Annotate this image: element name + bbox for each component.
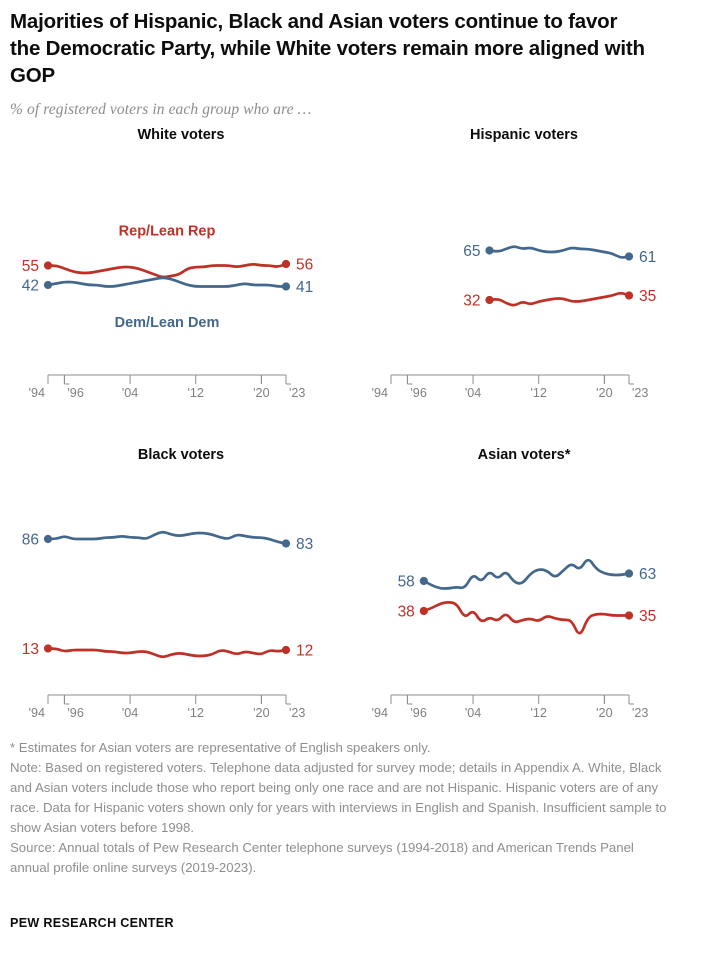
axis-tick-label: '96 bbox=[410, 386, 426, 400]
series-endpoint-dot bbox=[419, 577, 428, 586]
panel-asian-voters: Asian voters* '94 '96 '04 '12 '20 '23 58 63 38 35 bbox=[353, 445, 695, 745]
series-endpoint-dot bbox=[43, 535, 53, 544]
axis-tick-label: '94 bbox=[29, 706, 45, 720]
series-start-value-label: 86 bbox=[22, 532, 39, 549]
panel-black-voters: Black voters '94 '96 '04 '12 '20 '23 86 83 13 12 bbox=[10, 445, 352, 745]
series-line bbox=[422, 601, 631, 635]
axis-tick-label: '20 bbox=[596, 706, 612, 720]
axis-tick-label: '12 bbox=[188, 706, 204, 720]
series-start-value-label: 55 bbox=[22, 258, 39, 275]
series-line bbox=[46, 262, 288, 279]
axis-tick-label: '94 bbox=[29, 386, 45, 400]
series-end-value-label: 63 bbox=[639, 566, 656, 583]
legend-label-rep: Rep/Lean Rep bbox=[119, 224, 216, 240]
axis-tick-label: '20 bbox=[253, 386, 269, 400]
notes-block: * Estimates for Asian voters are represe… bbox=[10, 738, 670, 878]
series-start-value-label: 42 bbox=[22, 278, 39, 295]
series-endpoint-dot bbox=[624, 291, 634, 300]
series-endpoint-dot bbox=[624, 252, 634, 261]
series-line bbox=[488, 292, 631, 307]
axis-tick-label: '96 bbox=[67, 706, 83, 720]
series-end-value-label: 35 bbox=[639, 608, 656, 625]
series-endpoint-dot bbox=[43, 644, 53, 653]
axis-tick-label: '12 bbox=[531, 386, 547, 400]
series-start-value-label: 13 bbox=[22, 641, 39, 658]
panel-hispanic-voters: Hispanic voters '94 '96 '04 '12 '20 '23 65 61 32… bbox=[353, 125, 695, 425]
series-end-value-label: 41 bbox=[296, 279, 313, 296]
series-endpoint-dot bbox=[485, 296, 494, 305]
chart-grid: White voters '94 '96 '04 '12 '20 '23 55 56 42 41 R… bbox=[10, 125, 695, 725]
series-end-value-label: 83 bbox=[296, 536, 313, 553]
axis-tick-label: '20 bbox=[253, 706, 269, 720]
axis-tick-label: '94 bbox=[372, 386, 388, 400]
series-endpoint-dot bbox=[43, 261, 53, 270]
series-start-value-label: 38 bbox=[398, 604, 415, 621]
legend-label-dem: Dem/Lean Dem bbox=[115, 315, 220, 331]
panel-title-hispanic-voters: Hispanic voters bbox=[470, 127, 578, 144]
axis-tick-label: '96 bbox=[410, 706, 426, 720]
series-endpoint-dot bbox=[624, 611, 634, 620]
panel-white-voters: White voters '94 '96 '04 '12 '20 '23 55 56 42 41 R… bbox=[10, 125, 352, 425]
axis-tick-label: '04 bbox=[465, 386, 481, 400]
series-endpoint-dot bbox=[624, 569, 634, 578]
series-line bbox=[46, 531, 288, 545]
series-endpoint-dot bbox=[419, 607, 428, 616]
series-start-value-label: 65 bbox=[463, 243, 480, 260]
series-end-value-label: 56 bbox=[296, 257, 313, 274]
series-line bbox=[422, 558, 631, 590]
series-line bbox=[46, 647, 288, 659]
series-endpoint-dot bbox=[281, 260, 291, 269]
axis-tick-label: '04 bbox=[122, 386, 138, 400]
page-subtitle: % of registered voters in each group who… bbox=[10, 101, 312, 119]
axis-tick-label: '94 bbox=[372, 706, 388, 720]
axis-tick-label: '04 bbox=[122, 706, 138, 720]
series-endpoint-dot bbox=[281, 282, 291, 291]
axis-tick-label: '04 bbox=[465, 706, 481, 720]
series-end-value-label: 35 bbox=[639, 288, 656, 305]
series-endpoint-dot bbox=[281, 539, 291, 548]
footer-brand: PEW RESEARCH CENTER bbox=[10, 916, 174, 930]
series-line bbox=[46, 276, 288, 288]
axis-tick-label: '23 bbox=[289, 386, 305, 400]
panel-title-asian-voters: Asian voters* bbox=[477, 447, 571, 464]
page-title: Majorities of Hispanic, Black and Asian … bbox=[10, 10, 645, 88]
chart-asian-voters: '94 '96 '04 '12 '20 '23 58 63 38 35 bbox=[372, 558, 656, 720]
series-end-value-label: 12 bbox=[296, 643, 313, 660]
panel-title-black-voters: Black voters bbox=[137, 447, 225, 464]
note-asterisk: * Estimates for Asian voters are represe… bbox=[10, 740, 431, 755]
axis-tick-label: '23 bbox=[632, 706, 648, 720]
series-start-value-label: 58 bbox=[398, 574, 415, 591]
axis-tick-label: '12 bbox=[531, 706, 547, 720]
chart-black-voters: '94 '96 '04 '12 '20 '23 86 83 13 12 bbox=[22, 531, 313, 720]
panel-title-white-voters: White voters bbox=[137, 127, 225, 144]
series-end-value-label: 61 bbox=[639, 249, 656, 266]
axis-tick-label: '23 bbox=[632, 386, 648, 400]
axis-tick-label: '96 bbox=[67, 386, 83, 400]
series-endpoint-dot bbox=[485, 246, 494, 255]
series-endpoint-dot bbox=[281, 646, 291, 655]
series-start-value-label: 32 bbox=[463, 293, 480, 310]
axis-tick-label: '20 bbox=[596, 386, 612, 400]
series-line bbox=[488, 245, 631, 259]
note-methodology: Note: Based on registered voters. Teleph… bbox=[10, 760, 667, 836]
axis-tick-label: '23 bbox=[289, 706, 305, 720]
note-source: Source: Annual totals of Pew Research Ce… bbox=[10, 840, 634, 876]
chart-white-voters: '94 '96 '04 '12 '20 '23 55 56 42 41 Rep/Lean Rep De… bbox=[22, 224, 314, 401]
series-endpoint-dot bbox=[43, 281, 53, 290]
axis-tick-label: '12 bbox=[188, 386, 204, 400]
chart-hispanic-voters: '94 '96 '04 '12 '20 '23 65 61 32 35 bbox=[372, 243, 657, 400]
